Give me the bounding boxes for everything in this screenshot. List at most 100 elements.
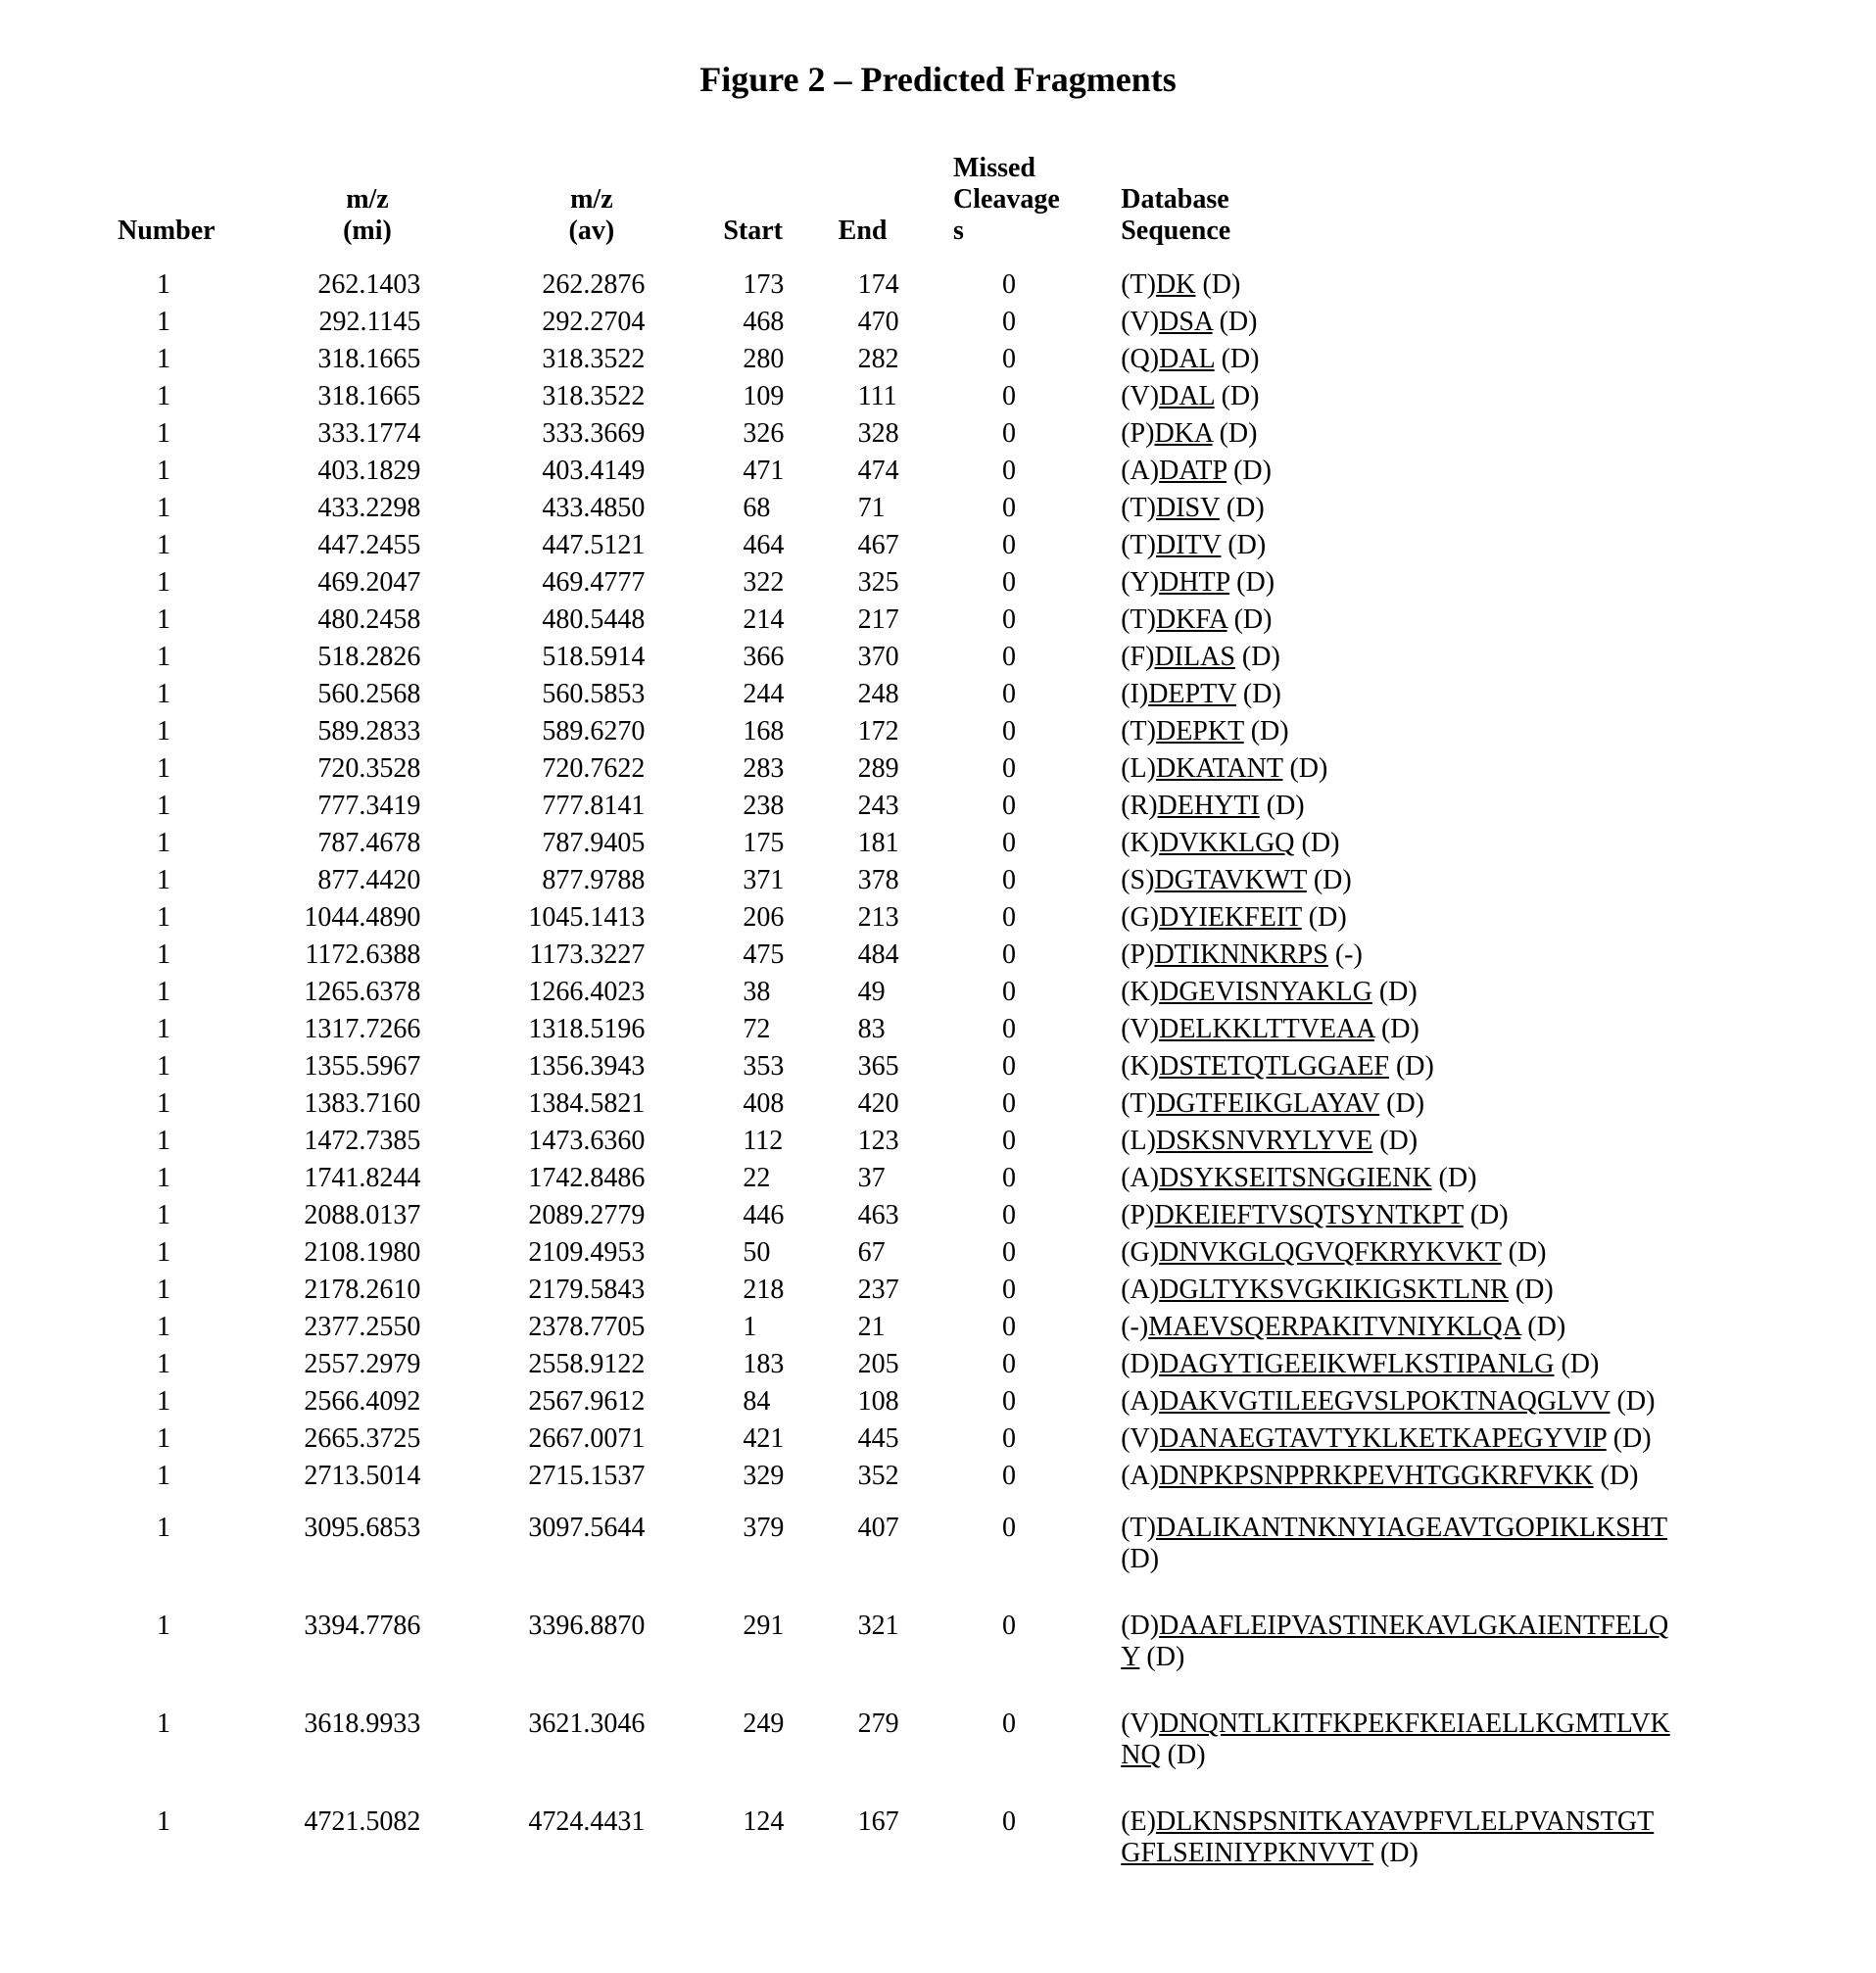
sequence-core: DVKKLGQ <box>1159 828 1294 858</box>
sequence-suffix: (D) <box>1372 1126 1418 1156</box>
cell-missed-cleavages: 0 <box>934 750 1101 788</box>
cell-missed-cleavages: 0 <box>934 974 1101 1011</box>
cell-end: 474 <box>819 453 934 490</box>
cell-number: 1 <box>98 899 256 937</box>
sequence-suffix: (D) <box>1373 1838 1419 1868</box>
sequence-suffix: (D) <box>1374 1014 1419 1044</box>
cell-mz-av: 2179.5843 <box>479 1272 703 1309</box>
table-row: 12178.26102179.58432182370(A)DGLTYKSVGKI… <box>98 1272 1778 1309</box>
cell-mz-av: 403.4149 <box>479 453 703 490</box>
sequence-core: DEPTV <box>1148 679 1236 709</box>
cell-sequence: (D)DAAFLEIPVASTINEKAVLGKAIENTFELQY (D) <box>1101 1593 1778 1691</box>
sequence-suffix: (D) <box>1220 493 1265 523</box>
sequence-suffix: (D) <box>1229 567 1275 598</box>
cell-mz-av: 560.5853 <box>479 676 703 713</box>
cell-number: 1 <box>98 1495 256 1593</box>
cell-mz-mi: 333.1774 <box>256 415 480 453</box>
table-row: 1589.2833589.62701681720(T)DEPKT (D) <box>98 713 1778 750</box>
cell-sequence: (Q)DAL (D) <box>1101 341 1778 378</box>
sequence-suffix: (D) <box>1121 1544 1159 1574</box>
cell-mz-av: 3396.8870 <box>479 1593 703 1691</box>
cell-mz-av: 3621.3046 <box>479 1691 703 1789</box>
cell-missed-cleavages: 0 <box>934 378 1101 415</box>
cell-start: 124 <box>703 1789 818 1887</box>
table-row: 1447.2455447.51214644670(T)DITV (D) <box>98 527 1778 564</box>
sequence-core: DILAS <box>1154 642 1234 672</box>
cell-end: 172 <box>819 713 934 750</box>
cell-mz-av: 777.8141 <box>479 788 703 825</box>
sequence-core: DAL <box>1159 344 1215 374</box>
table-row: 1877.4420877.97883713780(S)DGTAVKWT (D) <box>98 862 1778 899</box>
cell-end: 111 <box>819 378 934 415</box>
cell-missed-cleavages: 0 <box>934 490 1101 527</box>
cell-start: 1 <box>703 1309 818 1346</box>
cell-missed-cleavages: 0 <box>934 1383 1101 1420</box>
sequence-suffix: (D) <box>1520 1312 1565 1342</box>
cell-missed-cleavages: 0 <box>934 1085 1101 1123</box>
sequence-prefix: (V) <box>1121 307 1159 337</box>
table-row: 1433.2298433.485068710(T)DISV (D) <box>98 490 1778 527</box>
cell-number: 1 <box>98 490 256 527</box>
cell-mz-mi: 777.3419 <box>256 788 480 825</box>
cell-missed-cleavages: 0 <box>934 825 1101 862</box>
sequence-prefix: (K) <box>1121 828 1159 858</box>
sequence-suffix: (D) <box>1464 1200 1509 1230</box>
cell-mz-av: 589.6270 <box>479 713 703 750</box>
cell-end: 352 <box>819 1458 934 1495</box>
cell-sequence: (T)DALIKANTNKNYIAGEAVTGOPIKLKSHT(D) <box>1101 1495 1778 1593</box>
cell-start: 326 <box>703 415 818 453</box>
cell-missed-cleavages: 0 <box>934 453 1101 490</box>
table-row: 1787.4678787.94051751810(K)DVKKLGQ (D) <box>98 825 1778 862</box>
table-row: 13095.68533097.56443794070(T)DALIKANTNKN… <box>98 1495 1778 1593</box>
cell-sequence: (L)DKATANT (D) <box>1101 750 1778 788</box>
sequence-core: DGTAVKWT <box>1154 865 1306 895</box>
cell-number: 1 <box>98 1123 256 1160</box>
sequence-core: DSYKSEITSNGGIENK <box>1159 1163 1431 1193</box>
table-row: 12088.01372089.27794464630(P)DKEIEFTVSQT… <box>98 1197 1778 1234</box>
sequence-suffix: (D) <box>1227 456 1272 486</box>
cell-sequence: (V)DNQNTLKITFKPEKFKEIAELLKGMTLVKNQ (D) <box>1101 1691 1778 1789</box>
cell-start: 379 <box>703 1495 818 1593</box>
sequence-suffix: (D) <box>1236 679 1281 709</box>
cell-mz-av: 4724.4431 <box>479 1789 703 1887</box>
cell-mz-av: 1266.4023 <box>479 974 703 1011</box>
cell-mz-mi: 292.1145 <box>256 304 480 341</box>
cell-end: 370 <box>819 639 934 676</box>
table-body: 1262.1403262.28761731740(T)DK (D)1292.11… <box>98 266 1778 1887</box>
cell-start: 214 <box>703 602 818 639</box>
cell-sequence: (V)DANAEGTAVTYKLKETKAPEGYVIP (D) <box>1101 1420 1778 1458</box>
cell-end: 365 <box>819 1048 934 1085</box>
table-row: 12713.50142715.15373293520(A)DNPKPSNPPRK… <box>98 1458 1778 1495</box>
cell-start: 366 <box>703 639 818 676</box>
cell-mz-av: 2558.9122 <box>479 1346 703 1383</box>
sequence-prefix: (T) <box>1121 716 1156 746</box>
table-row: 11383.71601384.58214084200(T)DGTFEIKGLAY… <box>98 1085 1778 1123</box>
cell-sequence: (A)DNPKPSNPPRKPEVHTGGKRFVKK (D) <box>1101 1458 1778 1495</box>
cell-sequence: (A)DGLTYKSVGKIKIGSKTLNR (D) <box>1101 1272 1778 1309</box>
sequence-suffix: (D) <box>1307 865 1352 895</box>
sequence-prefix: (V) <box>1121 1014 1159 1044</box>
cell-start: 475 <box>703 937 818 974</box>
cell-mz-av: 480.5448 <box>479 602 703 639</box>
table-row: 13394.77863396.88702913210(D)DAAFLEIPVAS… <box>98 1593 1778 1691</box>
cell-start: 421 <box>703 1420 818 1458</box>
cell-sequence: (D)DAGYTIGEEIKWFLKSTIPANLG (D) <box>1101 1346 1778 1383</box>
sequence-core: DISV <box>1156 493 1220 523</box>
cell-number: 1 <box>98 266 256 304</box>
table-row: 11265.63781266.402338490(K)DGEVISNYAKLG … <box>98 974 1778 1011</box>
cell-number: 1 <box>98 1309 256 1346</box>
cell-start: 68 <box>703 490 818 527</box>
cell-missed-cleavages: 0 <box>934 1789 1101 1887</box>
cell-mz-mi: 1383.7160 <box>256 1085 480 1123</box>
cell-end: 181 <box>819 825 934 862</box>
table-row: 1518.2826518.59143663700(F)DILAS (D) <box>98 639 1778 676</box>
cell-end: 67 <box>819 1234 934 1272</box>
sequence-suffix: (D) <box>1372 977 1418 1007</box>
sequence-prefix: (F) <box>1121 642 1154 672</box>
cell-sequence: (T)DISV (D) <box>1101 490 1778 527</box>
cell-sequence: (A)DAKVGTILEEGVSLPOKTNAQGLVV (D) <box>1101 1383 1778 1420</box>
cell-end: 108 <box>819 1383 934 1420</box>
cell-mz-mi: 787.4678 <box>256 825 480 862</box>
sequence-core: DITV <box>1156 530 1221 560</box>
cell-missed-cleavages: 0 <box>934 1309 1101 1346</box>
